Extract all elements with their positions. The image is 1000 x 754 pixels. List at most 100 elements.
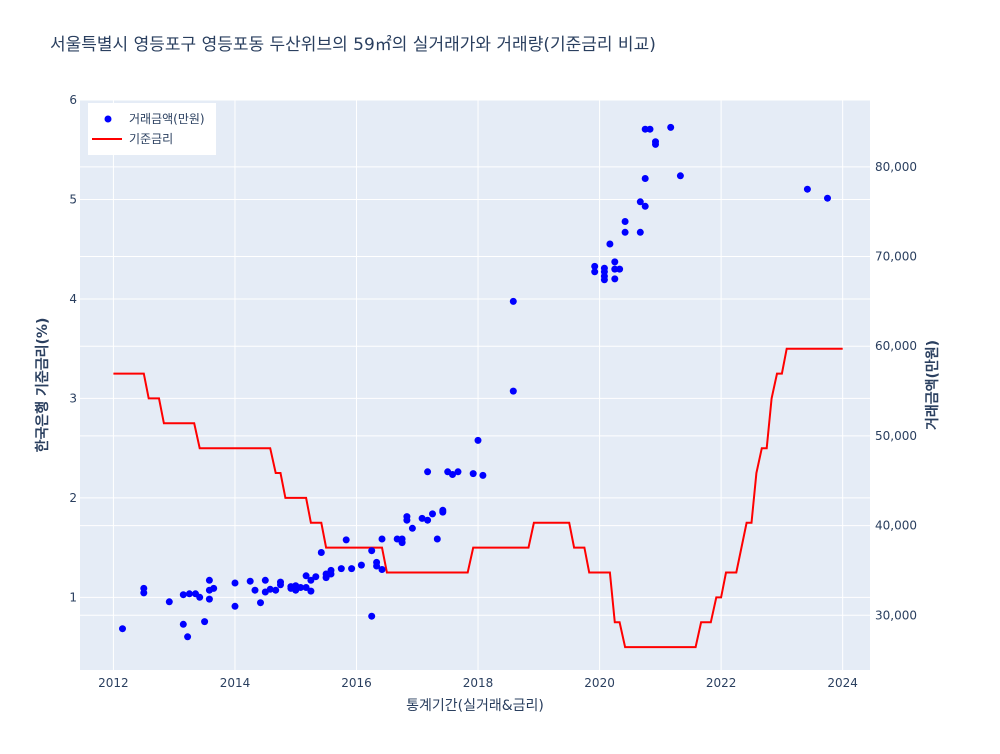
trade-point [201, 618, 209, 626]
legend-box [88, 103, 216, 155]
trade-point [600, 276, 608, 284]
trade-point [272, 586, 280, 594]
trade-point [246, 577, 254, 585]
trade-point [327, 570, 335, 578]
y-left-tick-label: 1 [69, 590, 77, 604]
trade-point [119, 625, 126, 633]
trade-point [509, 387, 517, 395]
trade-point [429, 510, 436, 518]
trade-point [803, 185, 811, 193]
trade-point [357, 561, 365, 569]
trade-point [184, 633, 192, 641]
trade-point [140, 589, 148, 597]
trade-point [424, 516, 432, 524]
trade-point [398, 539, 406, 547]
trade-point [606, 240, 614, 248]
trade-point [378, 535, 386, 543]
x-tick-label: 2012 [98, 676, 129, 690]
trade-point [403, 516, 411, 524]
trade-point [621, 218, 629, 225]
trade-point [231, 579, 239, 587]
trade-point [641, 202, 649, 210]
y-left-tick-label: 3 [69, 391, 77, 405]
trade-point [611, 265, 619, 273]
trade-point [393, 535, 401, 543]
trade-point [251, 586, 259, 594]
trade-point [454, 468, 462, 476]
trade-point [307, 587, 315, 595]
trade-point [185, 590, 193, 598]
trade-point [312, 573, 320, 581]
trade-point [337, 565, 345, 573]
trade-point [474, 436, 482, 444]
trade-point [636, 228, 644, 236]
trade-point [591, 262, 599, 270]
trade-point [179, 620, 187, 628]
plot-area [80, 100, 870, 670]
trade-point [676, 172, 684, 180]
x-tick-label: 2018 [463, 676, 494, 690]
trade-point [824, 194, 831, 202]
trade-point [368, 547, 376, 555]
trade-point [322, 574, 330, 582]
rate-line [113, 347, 843, 649]
trade-point [479, 471, 487, 479]
trade-point [616, 265, 624, 273]
y-right-tick-label: 70,000 [875, 250, 917, 264]
trade-series [119, 123, 831, 641]
trade-point [646, 125, 654, 133]
trade-point [266, 585, 274, 593]
trade-point [449, 471, 456, 478]
trade-point [302, 572, 310, 580]
chart-title: 서울특별시 영등포구 영등포동 두산위브의 59㎡의 실거래가와 거래량(기준금… [50, 35, 656, 55]
trade-point [302, 584, 310, 591]
trade-point [196, 593, 204, 601]
trade-point [424, 468, 432, 476]
x-tick-label: 2014 [220, 676, 251, 690]
trade-point [297, 584, 305, 591]
trade-point [611, 275, 619, 283]
trade-point [641, 175, 649, 182]
trade-point [433, 535, 441, 543]
trade-point [408, 524, 416, 532]
trade-point [621, 228, 629, 236]
trade-point [652, 140, 659, 148]
x-tick-label: 2022 [706, 676, 737, 690]
y-right-tick-label: 30,000 [875, 608, 917, 622]
trade-point [591, 268, 599, 276]
axes: 2012 2014 2016 2018 2020 2022 2024 1 2 3 4 5 6 30,000… [69, 93, 917, 690]
trade-point [373, 562, 381, 570]
rate-series [113, 347, 843, 649]
trade-point [439, 506, 447, 514]
y-left-tick-label: 5 [69, 192, 77, 206]
y-right-axis-label: 거래금액(만원) [924, 340, 941, 430]
trade-point [509, 297, 517, 305]
trade-point [165, 598, 173, 606]
y-right-tick-label: 50,000 [875, 429, 917, 443]
legend-marker-trade [104, 115, 112, 123]
trade-point [667, 123, 675, 131]
y-left-tick-label: 6 [69, 93, 77, 107]
x-axis-label: 통계기간(실거래&금리) [406, 698, 544, 714]
y-right-tick-label: 60,000 [875, 339, 917, 353]
legend: 거래금액(만원) 기준금리 [88, 103, 216, 155]
y-right-tick-label: 80,000 [875, 160, 917, 174]
y-left-tick-label: 4 [69, 292, 77, 306]
trade-point [257, 599, 264, 607]
y-left-tick-label: 2 [69, 491, 77, 505]
trade-point [418, 514, 426, 522]
trade-point [261, 576, 269, 584]
x-tick-label: 2020 [584, 676, 615, 690]
y-left-axis-label: 한국은행 기준금리(%) [35, 318, 51, 453]
trade-point [317, 549, 325, 556]
trade-point [611, 258, 619, 266]
trade-point [179, 591, 187, 599]
trade-point [348, 565, 356, 573]
trade-point [277, 581, 284, 589]
y-right-tick-label: 40,000 [875, 519, 917, 533]
x-tick-label: 2016 [341, 676, 372, 690]
trade-point [205, 576, 213, 584]
trade-point [636, 198, 644, 206]
